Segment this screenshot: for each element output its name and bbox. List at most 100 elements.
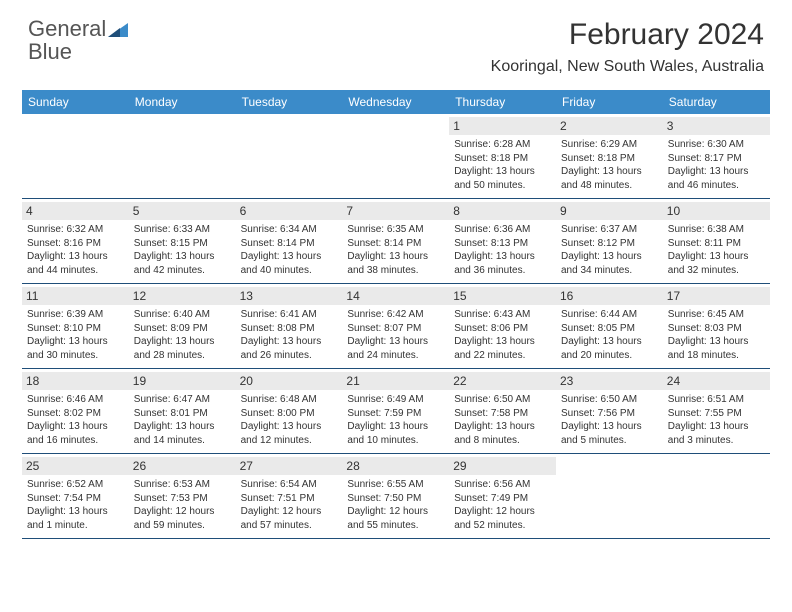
day-number: 6 [236, 202, 343, 220]
dow-header: Saturday [663, 90, 770, 114]
day-cell: 18Sunrise: 6:46 AMSunset: 8:02 PMDayligh… [22, 369, 129, 454]
day-cell: 13 Sunrise: 6:41 AMSunset: 8:08 PMDayligh… [236, 284, 343, 369]
title-block: February 2024 Kooringal, New South Wales… [491, 18, 764, 76]
day-cell: 17 Sunrise: 6:45 AMSunset: 8:03 PMDayligh… [663, 284, 770, 369]
dow-header: Thursday [449, 90, 556, 114]
day-cell [22, 114, 129, 199]
day-detail: Sunrise: 6:56 AMSunset: 7:49 PMDaylight:… [454, 478, 551, 532]
dow-header: Tuesday [236, 90, 343, 114]
day-cell: 27 Sunrise: 6:54 AMSunset: 7:51 PMDayligh… [236, 454, 343, 539]
day-number [129, 117, 236, 135]
day-detail: Sunrise: 6:42 AMSunset: 8:07 PMDaylight:… [347, 308, 444, 362]
day-cell: 28 Sunrise: 6:55 AMSunset: 7:50 PMDayligh… [342, 454, 449, 539]
logo-word1: General [28, 16, 106, 41]
day-cell: 6 Sunrise: 6:34 AMSunset: 8:14 PMDaylight… [236, 199, 343, 284]
day-number: 21 [342, 372, 449, 390]
day-number: 22 [449, 372, 556, 390]
day-cell [663, 454, 770, 539]
day-number: 4 [22, 202, 129, 220]
day-number: 16 [556, 287, 663, 305]
day-number: 27 [236, 457, 343, 475]
day-detail: Sunrise: 6:49 AMSunset: 7:59 PMDaylight:… [347, 393, 444, 447]
logo-text: General [28, 18, 128, 41]
day-detail: Sunrise: 6:29 AMSunset: 8:18 PMDaylight:… [561, 138, 658, 192]
calendar-grid: 1 Sunrise: 6:28 AMSunset: 8:18 PMDaylight… [22, 114, 770, 539]
day-cell: 24 Sunrise: 6:51 AMSunset: 7:55 PMDayligh… [663, 369, 770, 454]
logo-word2: Blue [28, 41, 128, 63]
day-number: 1 [449, 117, 556, 135]
day-detail: Sunrise: 6:48 AMSunset: 8:00 PMDaylight:… [241, 393, 338, 447]
day-detail: Sunrise: 6:45 AMSunset: 8:03 PMDaylight:… [668, 308, 765, 362]
day-cell: 22 Sunrise: 6:50 AMSunset: 7:58 PMDayligh… [449, 369, 556, 454]
day-cell: 26 Sunrise: 6:53 AMSunset: 7:53 PMDayligh… [129, 454, 236, 539]
day-number: 13 [236, 287, 343, 305]
day-number: 7 [342, 202, 449, 220]
day-cell: 4 Sunrise: 6:32 AMSunset: 8:16 PMDaylight… [22, 199, 129, 284]
day-cell: 19Sunrise: 6:47 AMSunset: 8:01 PMDayligh… [129, 369, 236, 454]
day-number: 17 [663, 287, 770, 305]
day-number: 3 [663, 117, 770, 135]
day-detail: Sunrise: 6:50 AMSunset: 7:58 PMDaylight:… [454, 393, 551, 447]
day-detail: Sunrise: 6:47 AMSunset: 8:01 PMDaylight:… [134, 393, 231, 447]
day-cell [556, 454, 663, 539]
day-cell [342, 114, 449, 199]
day-detail: Sunrise: 6:41 AMSunset: 8:08 PMDaylight:… [241, 308, 338, 362]
day-number: 24 [663, 372, 770, 390]
location: Kooringal, New South Wales, Australia [491, 58, 764, 76]
day-detail: Sunrise: 6:40 AMSunset: 8:09 PMDaylight:… [134, 308, 231, 362]
header: General Blue February 2024 Kooringal, Ne… [0, 0, 792, 80]
day-detail: Sunrise: 6:28 AMSunset: 8:18 PMDaylight:… [454, 138, 551, 192]
day-cell: 29 Sunrise: 6:56 AMSunset: 7:49 PMDayligh… [449, 454, 556, 539]
day-detail: Sunrise: 6:30 AMSunset: 8:17 PMDaylight:… [668, 138, 765, 192]
week-row: 25Sunrise: 6:52 AMSunset: 7:54 PMDayligh… [22, 454, 770, 539]
day-number [236, 117, 343, 135]
day-number: 14 [342, 287, 449, 305]
dow-header: Sunday [22, 90, 129, 114]
day-cell: 1 Sunrise: 6:28 AMSunset: 8:18 PMDaylight… [449, 114, 556, 199]
dow-header: Monday [129, 90, 236, 114]
day-cell: 5 Sunrise: 6:33 AMSunset: 8:15 PMDaylight… [129, 199, 236, 284]
day-cell: 23 Sunrise: 6:50 AMSunset: 7:56 PMDayligh… [556, 369, 663, 454]
day-number: 29 [449, 457, 556, 475]
day-detail: Sunrise: 6:55 AMSunset: 7:50 PMDaylight:… [347, 478, 444, 532]
day-detail: Sunrise: 6:51 AMSunset: 7:55 PMDaylight:… [668, 393, 765, 447]
day-detail: Sunrise: 6:44 AMSunset: 8:05 PMDaylight:… [561, 308, 658, 362]
day-number: 28 [342, 457, 449, 475]
day-cell: 7 Sunrise: 6:35 AMSunset: 8:14 PMDaylight… [342, 199, 449, 284]
day-cell: 12 Sunrise: 6:40 AMSunset: 8:09 PMDayligh… [129, 284, 236, 369]
day-detail: Sunrise: 6:54 AMSunset: 7:51 PMDaylight:… [241, 478, 338, 532]
day-detail: Sunrise: 6:35 AMSunset: 8:14 PMDaylight:… [347, 223, 444, 277]
day-detail: Sunrise: 6:32 AMSunset: 8:16 PMDaylight:… [27, 223, 124, 277]
month-year: February 2024 [491, 18, 764, 52]
day-detail: Sunrise: 6:38 AMSunset: 8:11 PMDaylight:… [668, 223, 765, 277]
day-number: 15 [449, 287, 556, 305]
day-detail: Sunrise: 6:39 AMSunset: 8:10 PMDaylight:… [27, 308, 124, 362]
day-number: 23 [556, 372, 663, 390]
day-cell: 8Sunrise: 6:36 AMSunset: 8:13 PMDaylight… [449, 199, 556, 284]
day-detail: Sunrise: 6:33 AMSunset: 8:15 PMDaylight:… [134, 223, 231, 277]
day-cell: 14 Sunrise: 6:42 AMSunset: 8:07 PMDayligh… [342, 284, 449, 369]
day-number: 2 [556, 117, 663, 135]
day-cell: 25Sunrise: 6:52 AMSunset: 7:54 PMDayligh… [22, 454, 129, 539]
day-number [663, 457, 770, 475]
day-number [342, 117, 449, 135]
day-detail: Sunrise: 6:53 AMSunset: 7:53 PMDaylight:… [134, 478, 231, 532]
day-number: 11 [22, 287, 129, 305]
day-number: 12 [129, 287, 236, 305]
day-number: 8 [449, 202, 556, 220]
day-detail: Sunrise: 6:50 AMSunset: 7:56 PMDaylight:… [561, 393, 658, 447]
day-number: 26 [129, 457, 236, 475]
day-number: 5 [129, 202, 236, 220]
day-detail: Sunrise: 6:34 AMSunset: 8:14 PMDaylight:… [241, 223, 338, 277]
day-cell: 20Sunrise: 6:48 AMSunset: 8:00 PMDayligh… [236, 369, 343, 454]
week-row: 1 Sunrise: 6:28 AMSunset: 8:18 PMDaylight… [22, 114, 770, 199]
day-cell [129, 114, 236, 199]
logo-triangle-icon [108, 19, 128, 41]
day-cell: 21 Sunrise: 6:49 AMSunset: 7:59 PMDayligh… [342, 369, 449, 454]
dow-header: Wednesday [342, 90, 449, 114]
week-row: 18Sunrise: 6:46 AMSunset: 8:02 PMDayligh… [22, 369, 770, 454]
calendar: SundayMondayTuesdayWednesdayThursdayFrid… [22, 90, 770, 539]
dow-header: Friday [556, 90, 663, 114]
day-detail: Sunrise: 6:52 AMSunset: 7:54 PMDaylight:… [27, 478, 124, 532]
day-cell: 10Sunrise: 6:38 AMSunset: 8:11 PMDayligh… [663, 199, 770, 284]
